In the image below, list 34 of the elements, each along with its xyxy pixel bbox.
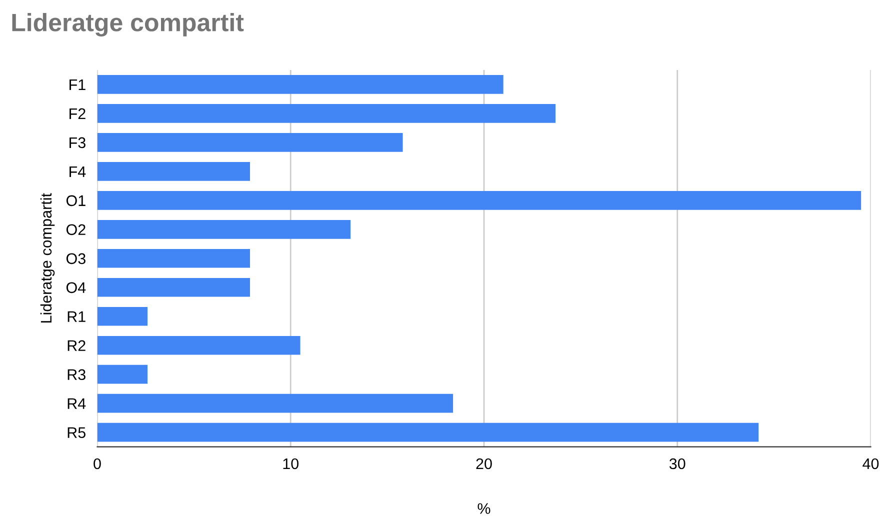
x-tick-label: 10	[283, 458, 299, 470]
bar	[97, 364, 148, 384]
y-tick-label: R5	[68, 427, 86, 438]
y-tick-label: R3	[68, 369, 86, 380]
y-tick-label: O1	[66, 195, 86, 206]
bar	[97, 190, 862, 210]
x-tick-label: 0	[94, 458, 101, 470]
x-tick-label: 20	[476, 458, 492, 470]
bar	[97, 162, 250, 181]
bar	[97, 394, 454, 413]
bar	[97, 248, 250, 268]
bar	[97, 306, 148, 326]
y-tick-label: R4	[68, 398, 86, 409]
y-tick-label: F3	[70, 137, 86, 148]
y-tick-label: O3	[66, 253, 86, 264]
y-tick-label: F2	[70, 108, 86, 119]
bar	[97, 278, 250, 297]
y-tick-label: O4	[66, 282, 86, 294]
bar	[97, 133, 403, 152]
y-tick-label: R2	[68, 340, 86, 351]
bar	[97, 336, 300, 355]
y-axis-title: Lideratge compartit	[40, 193, 55, 323]
chart-title: Lideratge compartit	[12, 13, 244, 36]
x-tick-label: 30	[669, 458, 686, 470]
bar	[97, 220, 351, 239]
bar	[97, 104, 556, 123]
bar	[97, 422, 759, 442]
bar	[97, 75, 504, 94]
y-tick-label: O2	[66, 224, 86, 236]
y-tick-label: R1	[68, 311, 86, 322]
x-axis-title: %	[478, 503, 490, 514]
x-tick-label: 40	[862, 458, 879, 470]
y-tick-label: F4	[70, 166, 86, 177]
y-tick-label: F1	[70, 79, 86, 90]
